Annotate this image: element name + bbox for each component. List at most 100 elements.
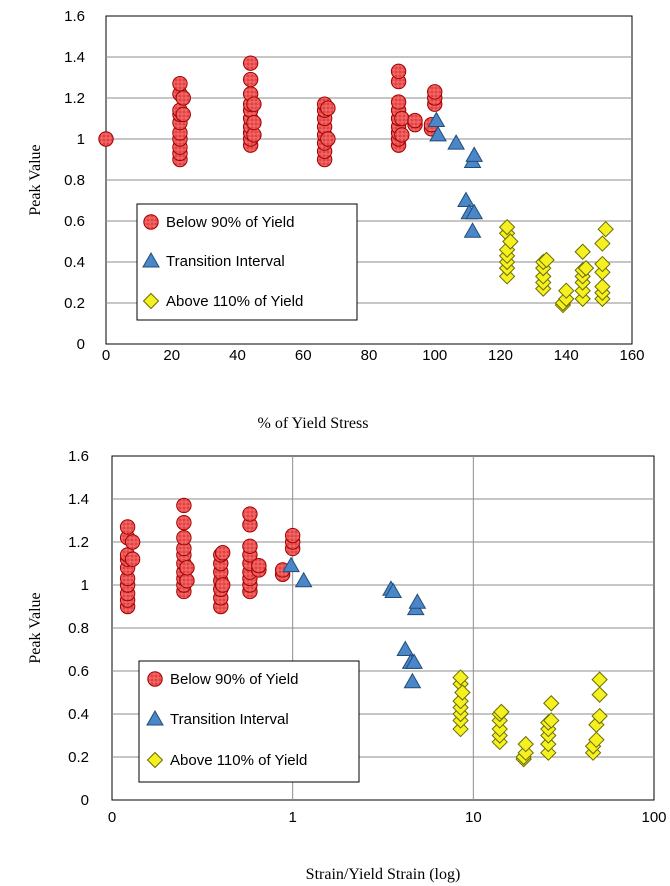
tick-labels: 0 0.2 0.4 0.6 0.8 1 1.2 1.4 1.6 0 1 10 100 <box>68 448 666 826</box>
data-point <box>538 251 555 269</box>
data-point <box>493 703 510 721</box>
data-point <box>98 131 114 147</box>
x-tick-label: 80 <box>361 347 378 364</box>
data-point <box>540 744 557 761</box>
data-point <box>594 278 611 295</box>
x-tick-label: 0 <box>108 809 116 826</box>
data-point <box>577 259 595 277</box>
legend-entries: Below 90% of Yield Transition Interval Abo… <box>146 671 307 769</box>
data-point <box>179 560 195 576</box>
y-tick-label: 0.2 <box>64 295 85 312</box>
data-point <box>588 731 605 749</box>
data-point <box>172 75 188 92</box>
data-point <box>429 125 447 142</box>
legend-label: Above 110% of Yield <box>170 752 307 769</box>
y-tick-label: 1.2 <box>68 534 89 551</box>
legend-entries: Below 90% of Yield Transition Interval Abo… <box>142 214 303 310</box>
data-point <box>594 235 611 252</box>
x-tick-label: 120 <box>488 347 513 364</box>
x-tick-label: 0 <box>102 347 110 364</box>
y-axis-label: Peak Value <box>27 592 44 663</box>
x-tick-label: 100 <box>641 809 666 826</box>
data-point <box>284 527 301 544</box>
data-point <box>591 707 608 725</box>
chart-top: 0 0.2 0.4 0.6 0.8 1 1.2 1.4 1.6 0 20 40 60 80 100 120 14… <box>27 8 645 432</box>
data-point <box>447 134 465 150</box>
data-point <box>543 712 560 729</box>
y-tick-label: 1.2 <box>64 90 85 107</box>
series-triangle <box>427 111 484 238</box>
y-axis-label: Peak Value <box>27 144 44 215</box>
data-point <box>491 720 508 738</box>
legend-marker <box>142 292 160 310</box>
data-point <box>119 519 136 535</box>
data-point <box>175 106 191 123</box>
y-tick-label: 0.8 <box>68 620 89 637</box>
data-point <box>215 545 231 561</box>
x-axis-label: Strain/Yield Strain (log) <box>306 866 461 883</box>
data-point <box>543 695 560 712</box>
data-point <box>457 191 475 207</box>
y-tick-label: 0 <box>81 792 89 809</box>
data-point <box>597 220 614 238</box>
data-point <box>591 686 608 703</box>
data-point <box>403 672 422 689</box>
legend-box <box>136 203 358 321</box>
y-tick-label: 0 <box>77 336 85 353</box>
tick-labels: 0 0.2 0.4 0.6 0.8 1 1.2 1.4 1.6 0 20 40 60 80 100 120 14… <box>64 8 644 364</box>
data-point <box>384 582 403 598</box>
legend-marker <box>146 709 164 726</box>
data-point <box>394 110 410 127</box>
legend-marker <box>142 251 160 268</box>
data-point <box>246 96 262 112</box>
y-tick-label: 1.4 <box>68 491 89 508</box>
data-point <box>242 538 258 554</box>
x-tick-label: 100 <box>422 347 447 364</box>
legend: Below 90% of Yield Transition Interval Abo… <box>136 203 358 321</box>
data-point <box>463 222 482 238</box>
legend-marker <box>146 751 164 769</box>
data-point <box>465 146 484 162</box>
x-tick-label: 60 <box>295 347 312 364</box>
data-point <box>452 720 469 738</box>
x-tick-label: 160 <box>619 347 644 364</box>
data-point <box>517 744 534 761</box>
data-point <box>215 577 231 593</box>
data-point <box>540 735 557 753</box>
data-points <box>119 497 608 768</box>
y-tick-label: 1 <box>81 577 89 594</box>
series-circle <box>98 55 443 168</box>
x-axis-label: % of Yield Stress <box>258 415 369 432</box>
legend-label: Transition Interval <box>166 253 285 270</box>
data-point <box>390 94 407 110</box>
data-point <box>242 71 259 88</box>
x-tick-label: 40 <box>229 347 246 364</box>
series-triangle <box>282 556 427 689</box>
data-point <box>294 571 313 588</box>
data-point <box>408 593 427 609</box>
data-point <box>591 671 608 688</box>
series-circle <box>119 497 301 615</box>
x-tick-label: 10 <box>465 809 482 826</box>
data-point <box>465 203 484 220</box>
y-tick-label: 1 <box>77 131 85 148</box>
legend-label: Below 90% of Yield <box>166 214 294 231</box>
data-point <box>176 514 192 531</box>
data-point <box>320 131 336 147</box>
data-point <box>427 84 443 100</box>
data-point <box>396 640 415 656</box>
legend-marker <box>147 671 163 687</box>
data-point <box>242 506 258 522</box>
y-tick-label: 0.4 <box>64 254 85 271</box>
data-point <box>176 530 192 546</box>
data-point <box>320 100 336 116</box>
data-point <box>407 112 423 129</box>
y-tick-label: 0.6 <box>64 213 85 230</box>
data-point <box>179 573 195 589</box>
data-point <box>454 684 471 701</box>
series-diamond <box>498 218 614 314</box>
y-tick-label: 0.8 <box>64 172 85 189</box>
legend-marker <box>143 214 159 230</box>
legend-label: Above 110% of Yield <box>166 293 303 310</box>
